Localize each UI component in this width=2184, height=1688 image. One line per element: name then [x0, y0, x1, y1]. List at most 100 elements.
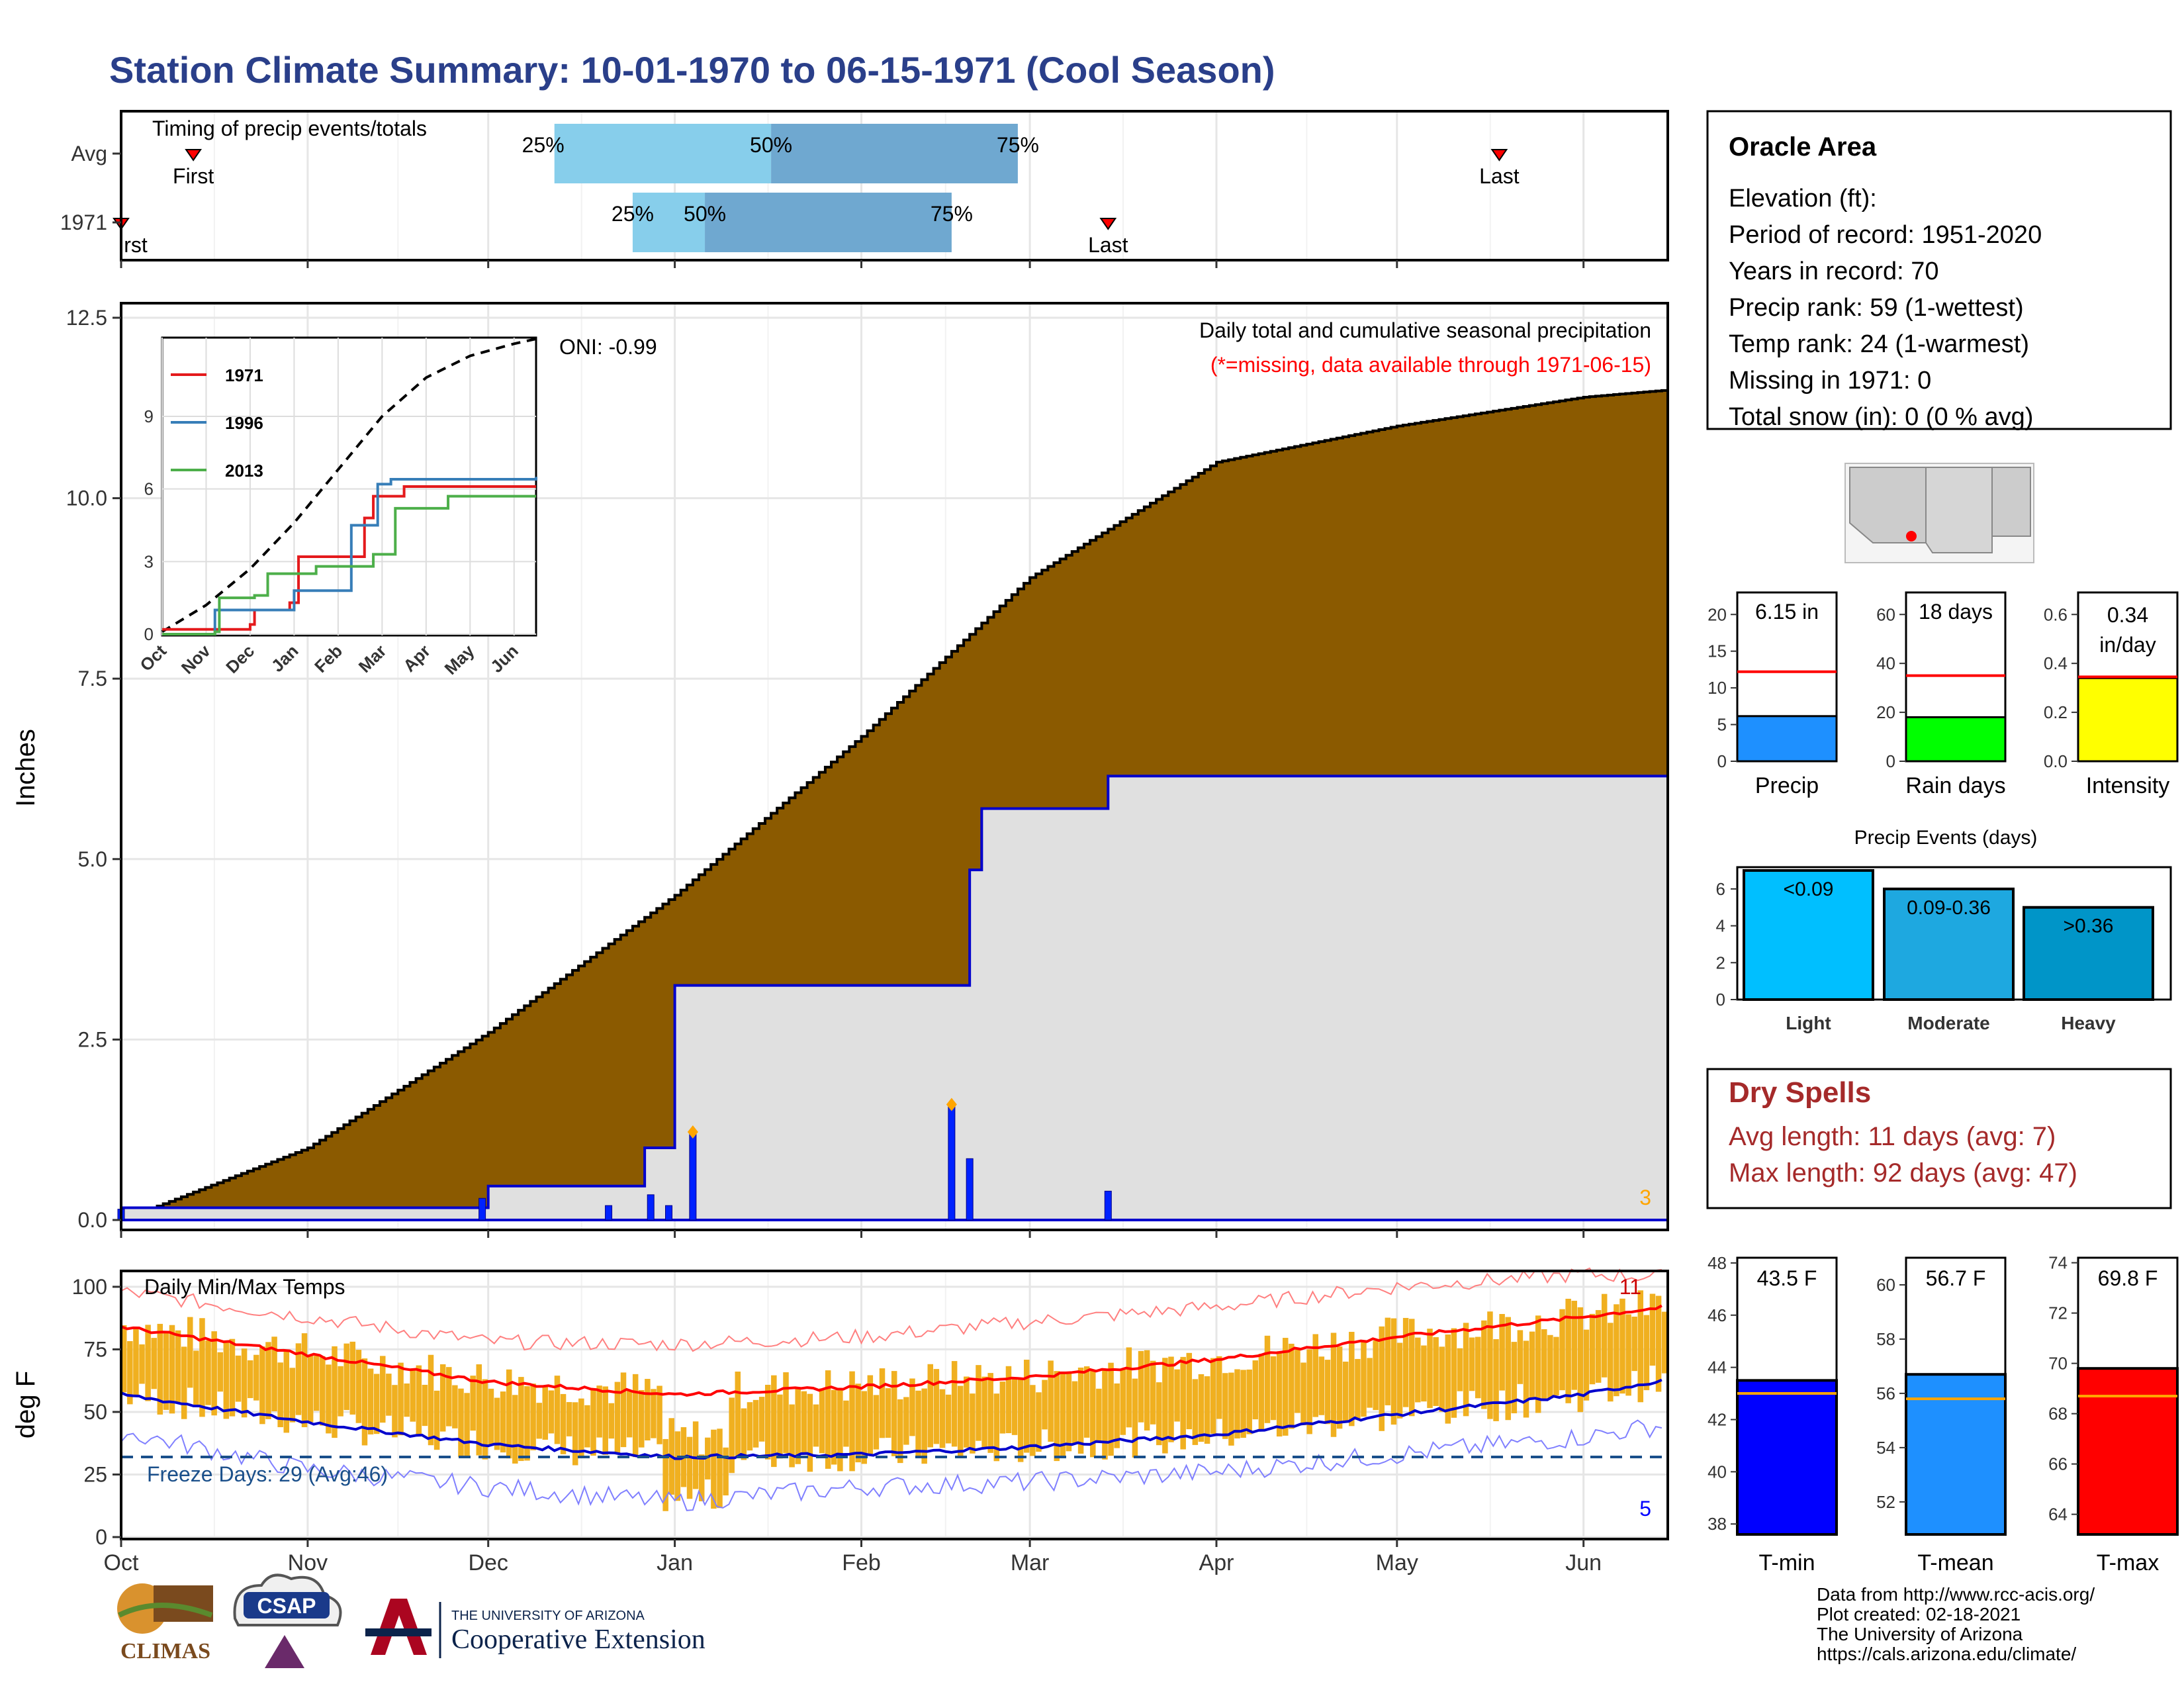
daily-temp-bar — [1427, 1329, 1433, 1409]
daily-temp-bar — [1475, 1336, 1481, 1399]
temp-bar-charts: 43.5 F 38 40 42 44 46 48 T-min 56.7 F 52 54 56 58 60 T… — [1707, 1253, 2179, 1575]
daily-temp-bar — [470, 1376, 476, 1431]
daily-temp-bar — [1264, 1335, 1271, 1423]
daily-temp-bar — [1330, 1333, 1337, 1437]
avg-max-line — [120, 1304, 1662, 1397]
daily-temp-bar — [313, 1356, 320, 1411]
daily-temp-bar — [265, 1342, 271, 1419]
daily-temp-bar — [1144, 1350, 1150, 1431]
daily-temp-bar — [506, 1369, 512, 1459]
daily-temp-bar — [639, 1389, 645, 1448]
daily-temp-bar — [181, 1346, 187, 1419]
daily-temp-bar — [1481, 1320, 1487, 1409]
month-tick-label: May — [1376, 1550, 1418, 1575]
daily-temp-bar — [235, 1355, 242, 1402]
daily-temp-bar — [349, 1341, 356, 1415]
page-title: Station Climate Summary: 10-01-1970 to 0… — [109, 49, 1275, 91]
daily-temp-bar — [1306, 1349, 1312, 1434]
info-title: Oracle Area — [1729, 132, 1877, 162]
ua-logo: THE UNIVERSITY OF ARIZONA Cooperative Ex… — [365, 1599, 705, 1658]
daily-temp-bar — [729, 1397, 735, 1474]
daily-temp-bar — [964, 1376, 970, 1448]
daily-temp-bar — [1637, 1290, 1644, 1403]
daily-temp-bar — [386, 1374, 392, 1416]
daily-temp-bar — [476, 1364, 482, 1456]
daily-temp-bar — [1162, 1358, 1168, 1454]
daily-temp-bar — [428, 1354, 434, 1446]
daily-temp-bar — [1614, 1304, 1619, 1397]
inset-legend: 1971 1996 2013 — [171, 365, 263, 481]
daily-temp-bar — [367, 1368, 374, 1434]
daily-temp-bar — [1499, 1314, 1505, 1391]
daily-temp-bar — [951, 1361, 958, 1447]
daily-temp-bar — [572, 1402, 578, 1466]
daily-temp-bar — [1349, 1331, 1355, 1427]
timing-row-labels: 25% 50% 75% First Last Avg 25% 50% 75% rst Last 197… — [60, 133, 1520, 257]
daily-temp-bar — [326, 1364, 332, 1434]
ua-logo-small: THE UNIVERSITY OF ARIZONA — [451, 1609, 645, 1623]
daily-temp-bar — [259, 1346, 265, 1425]
daily-temp-bar — [175, 1330, 181, 1403]
timing-panel: Timing of precip events/totals 25% 50% 75%… — [60, 110, 1669, 261]
mini-bar-y-tick: 20 — [1707, 604, 1727, 624]
daily-temp-bar — [500, 1391, 506, 1453]
timing-last-marker — [1490, 149, 1508, 162]
daily-temp-bar — [277, 1362, 283, 1427]
daily-temp-bar — [849, 1371, 855, 1472]
daily-temp-bar — [939, 1389, 946, 1448]
daily-temp-bar — [1559, 1309, 1565, 1391]
daily-temp-bar — [1300, 1362, 1306, 1426]
temp-bar-y-tick: 72 — [2048, 1303, 2068, 1323]
daily-temp-bar — [927, 1364, 934, 1448]
daily-temp-bar — [590, 1389, 596, 1456]
cumulative-1971-area — [120, 774, 1669, 1221]
temp-bar-y-tick: 44 — [1707, 1358, 1727, 1378]
daily-temp-bar — [651, 1389, 657, 1438]
daily-temp-bar — [705, 1437, 711, 1479]
daily-temp-bar — [1631, 1317, 1637, 1372]
daily-temp-bar — [1222, 1373, 1228, 1439]
daily-precip-max-marker — [687, 1125, 698, 1139]
daily-temp-bar — [993, 1393, 1000, 1462]
precip-y-tick: 10.0 — [66, 487, 107, 510]
daily-temp-bar — [332, 1346, 338, 1438]
daily-temp-bar — [458, 1388, 464, 1457]
daily-temp-bar — [422, 1384, 428, 1427]
temp-bar-y-tick: 48 — [1707, 1253, 1727, 1273]
daily-temp-bar — [1270, 1356, 1277, 1421]
daily-temp-bar — [271, 1336, 277, 1411]
month-tick-label: Feb — [842, 1550, 881, 1575]
mini-bar-label: Rain days — [1905, 773, 2005, 798]
precip-y-tick: 2.5 — [78, 1027, 107, 1051]
daily-temp-bar — [1535, 1315, 1541, 1413]
inset-legend-label: 1971 — [225, 365, 263, 385]
daily-temp-bar — [1577, 1307, 1584, 1413]
daily-temp-bar — [1283, 1338, 1289, 1436]
month-tick-label: Mar — [1011, 1550, 1050, 1575]
daily-temp-bar — [783, 1372, 789, 1454]
month-tick-label: Dec — [468, 1550, 508, 1575]
daily-temp-bar — [1541, 1329, 1547, 1400]
month-tick-label: Apr — [1199, 1550, 1234, 1575]
daily-temp-bar — [891, 1371, 897, 1456]
precip-y-tick: 5.0 — [78, 847, 107, 871]
daily-temp-bar — [446, 1367, 452, 1427]
daily-temp-bar — [229, 1338, 236, 1417]
info-line: Missing in 1971: 0 — [1729, 367, 1931, 395]
daily-temp-bar — [861, 1391, 867, 1464]
precip-annotation-missing: (*=missing, data available through 1971-… — [1210, 353, 1651, 377]
precip-corner-count: 3 — [1639, 1186, 1651, 1209]
daily-temp-bar — [813, 1404, 819, 1447]
mini-bar — [1736, 715, 1838, 763]
mini-bar-charts: 6.15 in 0 5 10 15 20 Precip 18 days 0 20 40 60 Rain … — [1707, 591, 2179, 798]
daily-temp-bar — [289, 1368, 296, 1423]
daily-temp-bar — [307, 1354, 314, 1423]
inset-y-tick: 0 — [144, 624, 154, 644]
timing-p50-label: 50% — [750, 133, 792, 157]
daily-temp-bar — [1361, 1341, 1367, 1417]
timing-first-label: rst — [124, 233, 148, 257]
daily-temp-bar — [1120, 1369, 1126, 1435]
daily-temp-bar — [921, 1388, 927, 1464]
daily-temp-bar — [1336, 1346, 1343, 1429]
